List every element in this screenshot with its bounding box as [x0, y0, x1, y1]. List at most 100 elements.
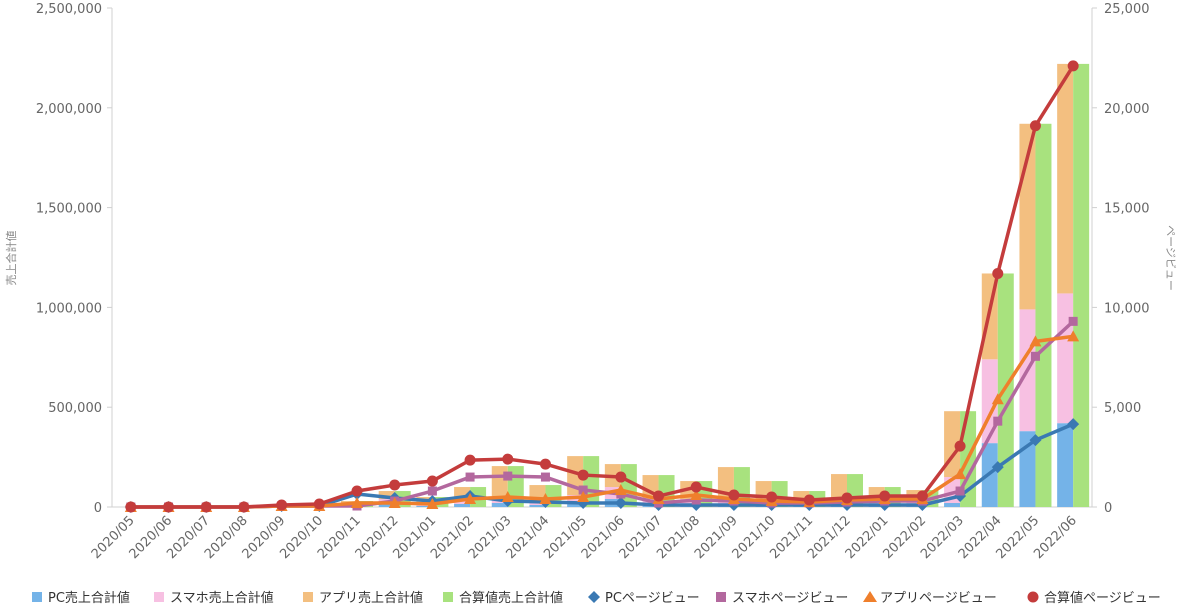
- line-point-marker: [577, 469, 589, 481]
- line-point-marker: [539, 458, 551, 470]
- line-point-marker: [615, 471, 627, 483]
- legend-item[interactable]: スマホページビュー: [716, 591, 848, 606]
- legend-label: PC売上合計値: [48, 590, 130, 606]
- bar-segment-sales: [567, 504, 584, 507]
- line-point-marker: [238, 501, 250, 513]
- legend-label: PCページビュー: [605, 591, 700, 606]
- line-point-marker: [841, 492, 853, 504]
- y-left-tick-label: 1,500,000: [36, 202, 102, 217]
- y-right-axis-title: ページビュー: [1164, 225, 1177, 291]
- bar-segment-sales: [491, 503, 508, 507]
- legend-item[interactable]: 合算値売上合計値: [443, 590, 563, 606]
- line-point-marker: [955, 486, 965, 496]
- y-left-tick-label: 0: [94, 501, 102, 516]
- line-point-marker: [614, 497, 627, 510]
- legend: PC売上合計値 スマホ売上合計値 アプリ売上合計値 合算値売上合計値 PCページビュー ス…: [32, 590, 1161, 606]
- line-point-marker: [1029, 335, 1042, 347]
- legend-item[interactable]: スマホ売上合計値: [154, 590, 274, 606]
- bar-segment-sales: [717, 467, 734, 498]
- bar-segment-sales: [1057, 423, 1074, 507]
- legend-label: 合算値売上合計値: [459, 590, 563, 606]
- bar-segment-sales: [529, 485, 546, 500]
- line-point-marker: [389, 479, 401, 491]
- legend-label: 合算値ページビュー: [1044, 590, 1161, 606]
- line-point-marker: [200, 501, 212, 513]
- y-right-tick-label: 25,000: [1104, 2, 1150, 17]
- line-point-marker: [540, 472, 550, 482]
- bar-segment-sales: [454, 504, 471, 507]
- bar-segment-sales: [529, 505, 546, 507]
- bar-segment-sales: [378, 504, 395, 507]
- line-point-marker: [766, 491, 778, 503]
- line-point-marker: [163, 501, 175, 513]
- legend-item[interactable]: 合算値ページビュー: [1027, 590, 1161, 606]
- line-point-marker: [426, 475, 438, 487]
- legend-symbol: [443, 592, 453, 602]
- line-point-marker: [991, 393, 1004, 405]
- bar-segment-sales: [416, 506, 433, 507]
- y-left-axis-title: 売上合計値: [4, 231, 18, 286]
- line-point-marker: [1067, 330, 1080, 342]
- legend-item[interactable]: PC売上合計値: [32, 590, 130, 606]
- legend-label: アプリ売上合計値: [319, 590, 423, 606]
- bar-segment-sales: [567, 495, 584, 505]
- line-point-marker: [426, 498, 439, 510]
- line-point-marker: [916, 490, 928, 502]
- line-point-marker: [879, 490, 891, 502]
- line-point-marker: [614, 484, 627, 496]
- y-right-tick-label: 20,000: [1104, 102, 1150, 117]
- bar-segment-sales: [944, 503, 961, 507]
- bar-segment-sales: [454, 487, 471, 500]
- y-left-tick-label: 500,000: [48, 401, 102, 416]
- legend-item[interactable]: アプリ売上合計値: [303, 590, 423, 606]
- legend-symbol: [588, 591, 600, 603]
- line-point-marker: [1067, 60, 1079, 72]
- legend-symbol: [303, 592, 313, 602]
- line-point-marker: [690, 481, 702, 493]
- line-point-marker: [690, 489, 703, 501]
- y-right-tick-label: 0: [1104, 501, 1112, 516]
- legend-item[interactable]: アプリページビュー: [863, 591, 997, 606]
- bar-segment-sales: [642, 506, 659, 507]
- line-point-marker: [1067, 418, 1080, 431]
- bar-segment-sales: [1057, 63, 1074, 294]
- bar-segment-sales: [831, 474, 847, 500]
- line-point-marker: [653, 490, 665, 502]
- line-point-marker: [388, 497, 401, 509]
- line-point-marker: [125, 501, 137, 513]
- y-left-tick-label: 2,000,000: [36, 102, 102, 117]
- x-tick-labels: 2020/052020/062020/072020/082020/092020/…: [89, 513, 1080, 562]
- line-point-marker: [1029, 434, 1042, 447]
- legend-symbol: [32, 592, 42, 602]
- line-point-marker: [501, 491, 514, 503]
- line-point-marker: [464, 454, 476, 466]
- y-right-tick-label: 15,000: [1104, 202, 1150, 217]
- line-point-marker: [502, 453, 514, 465]
- legend-symbol: [863, 591, 877, 602]
- legend-symbol: [716, 592, 726, 602]
- line-point-marker: [803, 494, 815, 506]
- line-point-marker: [464, 493, 477, 505]
- line-point-marker: [351, 485, 363, 497]
- legend-label: スマホ売上合計値: [170, 590, 274, 606]
- legend-label: スマホページビュー: [732, 591, 848, 606]
- y-left-tick-label: 1,000,000: [36, 301, 102, 316]
- line-point-marker: [1030, 351, 1040, 361]
- legend-symbol: [154, 592, 164, 602]
- line-pageview-series: [130, 64, 1075, 509]
- line-point-marker: [993, 416, 1003, 426]
- y-right-tick-label: 5,000: [1104, 401, 1141, 416]
- line-point-marker: [276, 499, 288, 511]
- y-right-tick-label: 10,000: [1104, 301, 1150, 316]
- line-point-marker: [351, 497, 363, 509]
- line-point-marker: [991, 461, 1004, 474]
- line-point-marker: [728, 489, 740, 501]
- line-point-marker: [313, 498, 325, 510]
- legend-label: アプリページビュー: [880, 591, 997, 606]
- bar-segment-sales: [1057, 293, 1074, 424]
- line-point-marker: [954, 440, 966, 452]
- y-left-tick-label: 2,500,000: [36, 2, 102, 17]
- legend-item[interactable]: PCページビュー: [588, 591, 700, 606]
